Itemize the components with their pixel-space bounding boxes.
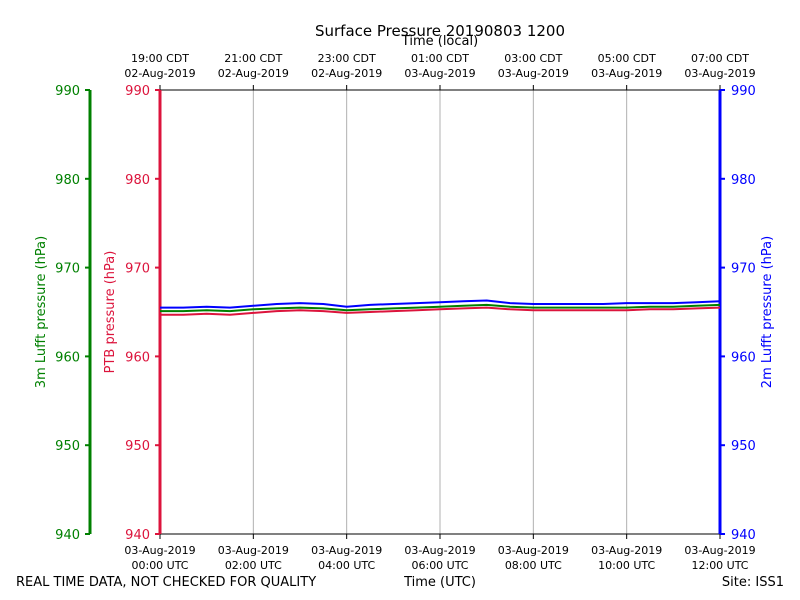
x-tick-label-time: 00:00 UTC — [131, 559, 188, 572]
quality-note: REAL TIME DATA, NOT CHECKED FOR QUALITY — [16, 575, 317, 590]
x-tick-label-date: 03-Aug-2019 — [684, 544, 755, 557]
y-tick-label-lufft2m: 950 — [731, 439, 756, 454]
series-line-lufft2m — [160, 299, 721, 309]
series-line-ptb — [160, 306, 721, 316]
top-tick-label-date: 03-Aug-2019 — [684, 67, 755, 80]
y-tick-label-ptb: 990 — [125, 84, 150, 99]
y-tick-label-lufft3m: 990 — [55, 84, 80, 99]
y-tick-label-ptb: 950 — [125, 439, 150, 454]
y-tick-label-ptb: 940 — [125, 528, 150, 543]
x-tick-label-date: 03-Aug-2019 — [124, 544, 195, 557]
x-tick-label-date: 03-Aug-2019 — [311, 544, 382, 557]
x-tick-label-time: 10:00 UTC — [598, 559, 655, 572]
top-tick-label-date: 03-Aug-2019 — [404, 67, 475, 80]
x-tick-label-time: 02:00 UTC — [225, 559, 282, 572]
series-line-lufft3m — [160, 303, 721, 313]
x-tick-label-date: 03-Aug-2019 — [498, 544, 569, 557]
y-tick-label-ptb: 960 — [125, 350, 150, 365]
top-tick-label-time: 21:00 CDT — [224, 52, 282, 65]
y-tick-label-lufft3m: 970 — [55, 262, 80, 277]
top-tick-label-date: 02-Aug-2019 — [124, 67, 195, 80]
x-tick-label-time: 04:00 UTC — [318, 559, 375, 572]
x-tick-label-time: 08:00 UTC — [505, 559, 562, 572]
top-tick-label-time: 07:00 CDT — [691, 52, 749, 65]
x-tick-label-date: 03-Aug-2019 — [591, 544, 662, 557]
site-label: Site: ISS1 — [721, 575, 784, 590]
top-tick-label-time: 03:00 CDT — [504, 52, 562, 65]
y-tick-label-lufft2m: 960 — [731, 350, 756, 365]
chart-title: Surface Pressure 20190803 1200 — [314, 22, 566, 40]
y-tick-label-lufft2m: 970 — [731, 262, 756, 277]
top-tick-label-date: 02-Aug-2019 — [311, 67, 382, 80]
y-tick-label-ptb: 980 — [125, 173, 150, 188]
top-tick-label-time: 19:00 CDT — [131, 52, 189, 65]
x-tick-label-date: 03-Aug-2019 — [404, 544, 475, 557]
top-tick-label-time: 01:00 CDT — [411, 52, 469, 65]
y-tick-label-lufft2m: 980 — [731, 173, 756, 188]
y-axis-title-lufft2m: 2m Lufft pressure (hPa) — [760, 236, 775, 388]
y-tick-label-ptb: 970 — [125, 262, 150, 277]
bottom-axis-label: Time (UTC) — [404, 575, 476, 590]
y-tick-label-lufft3m: 980 — [55, 173, 80, 188]
y-tick-label-lufft2m: 990 — [731, 84, 756, 99]
y-axis-title-lufft3m: 3m Lufft pressure (hPa) — [34, 236, 49, 388]
top-tick-label-date: 02-Aug-2019 — [218, 67, 289, 80]
top-tick-label-date: 03-Aug-2019 — [591, 67, 662, 80]
x-tick-label-date: 03-Aug-2019 — [218, 544, 289, 557]
y-tick-label-lufft3m: 960 — [55, 350, 80, 365]
y-axis-title-ptb: PTB pressure (hPa) — [103, 251, 118, 374]
top-tick-label-time: 05:00 CDT — [598, 52, 656, 65]
top-tick-label-date: 03-Aug-2019 — [498, 67, 569, 80]
x-tick-label-time: 12:00 UTC — [691, 559, 748, 572]
y-tick-label-lufft3m: 950 — [55, 439, 80, 454]
y-tick-label-lufft2m: 940 — [731, 528, 756, 543]
top-axis-label: Time (local) — [401, 34, 479, 49]
top-tick-label-time: 23:00 CDT — [318, 52, 376, 65]
y-tick-label-lufft3m: 940 — [55, 528, 80, 543]
x-tick-label-time: 06:00 UTC — [411, 559, 468, 572]
